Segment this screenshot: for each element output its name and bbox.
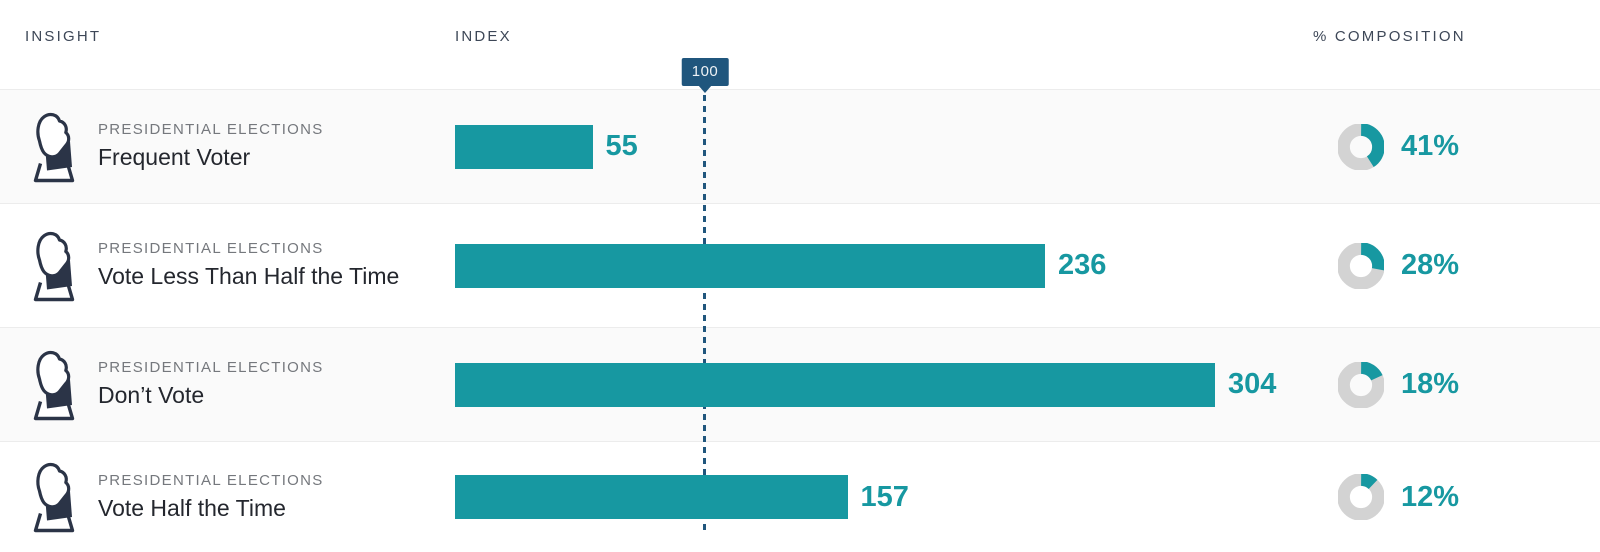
column-header-composition: % COMPOSITION — [1313, 28, 1466, 45]
composition-cell: 28% — [1338, 242, 1460, 289]
composition-cell: 12% — [1338, 474, 1459, 520]
donut-track — [1338, 474, 1384, 520]
row-label: Frequent Voter — [98, 144, 251, 170]
insight-text: PRESIDENTIAL ELECTIONS Frequent Voter — [98, 121, 324, 172]
composition-donut-chart — [1338, 474, 1384, 520]
index-bar — [455, 243, 1045, 288]
index-bar — [455, 362, 1215, 407]
ballot-box-icon — [33, 462, 75, 533]
composition-donut-chart — [1338, 123, 1384, 170]
insights-table-body: PRESIDENTIAL ELECTIONS Frequent Voter 55… — [0, 89, 1600, 552]
row-label: Vote Half the Time — [98, 494, 286, 521]
row-label: Don’t Vote — [98, 382, 205, 408]
composition-value: 18% — [1401, 368, 1460, 400]
insight-cell: PRESIDENTIAL ELECTIONS Frequent Voter — [0, 108, 455, 186]
insight-text: PRESIDENTIAL ELECTIONS Vote Less Than Ha… — [98, 240, 399, 291]
composition-donut-chart — [1338, 242, 1384, 289]
donut-arc — [1338, 123, 1384, 170]
column-header-insight: INSIGHT — [25, 28, 102, 45]
insight-text: PRESIDENTIAL ELECTIONS Don’t Vote — [98, 359, 324, 410]
composition-value: 41% — [1401, 130, 1460, 162]
insight-text: PRESIDENTIAL ELECTIONS Vote Half the Tim… — [98, 472, 324, 523]
donut-arc — [1338, 242, 1384, 289]
donut-track — [1338, 361, 1384, 408]
insight-row: PRESIDENTIAL ELECTIONS Frequent Voter 55… — [0, 89, 1600, 203]
composition-donut-chart — [1338, 361, 1384, 408]
index-cell: 304 — [455, 362, 1295, 407]
insight-row: PRESIDENTIAL ELECTIONS Vote Half the Tim… — [0, 441, 1600, 552]
insight-cell: PRESIDENTIAL ELECTIONS Vote Less Than Ha… — [0, 227, 455, 305]
index-bar — [455, 475, 848, 519]
ballot-box-icon — [33, 350, 75, 420]
table-header: INSIGHT INDEX % COMPOSITION — [0, 0, 1600, 89]
index-bar — [455, 124, 593, 169]
insight-cell: PRESIDENTIAL ELECTIONS Vote Half the Tim… — [0, 458, 455, 536]
index-cell: 236 — [455, 243, 1295, 288]
index-cell: 157 — [455, 475, 1295, 519]
row-eyebrow: PRESIDENTIAL ELECTIONS — [98, 471, 324, 489]
insight-cell: PRESIDENTIAL ELECTIONS Don’t Vote — [0, 346, 455, 424]
row-eyebrow: PRESIDENTIAL ELECTIONS — [98, 359, 324, 376]
index-value: 304 — [1228, 368, 1277, 400]
index-baseline-badge-pointer — [698, 85, 712, 93]
index-baseline-badge: 100 — [681, 58, 729, 86]
insight-row: PRESIDENTIAL ELECTIONS Don’t Vote 304 18… — [0, 327, 1600, 441]
composition-cell: 18% — [1338, 361, 1460, 408]
index-baseline-line — [703, 95, 706, 530]
index-value: 55 — [605, 130, 638, 162]
index-cell: 55 — [455, 124, 1295, 169]
index-value: 157 — [860, 480, 909, 513]
column-header-index: INDEX — [455, 28, 512, 45]
composition-value: 12% — [1401, 480, 1460, 513]
ballot-box-icon — [33, 231, 75, 301]
row-eyebrow: PRESIDENTIAL ELECTIONS — [98, 121, 324, 138]
row-eyebrow: PRESIDENTIAL ELECTIONS — [98, 240, 324, 257]
composition-cell: 41% — [1338, 123, 1460, 170]
ballot-box-icon — [33, 112, 75, 182]
index-value: 236 — [1058, 249, 1107, 281]
row-label: Vote Less Than Half the Time — [98, 263, 400, 289]
composition-value: 28% — [1401, 249, 1460, 281]
insight-row: PRESIDENTIAL ELECTIONS Vote Less Than Ha… — [0, 203, 1600, 327]
